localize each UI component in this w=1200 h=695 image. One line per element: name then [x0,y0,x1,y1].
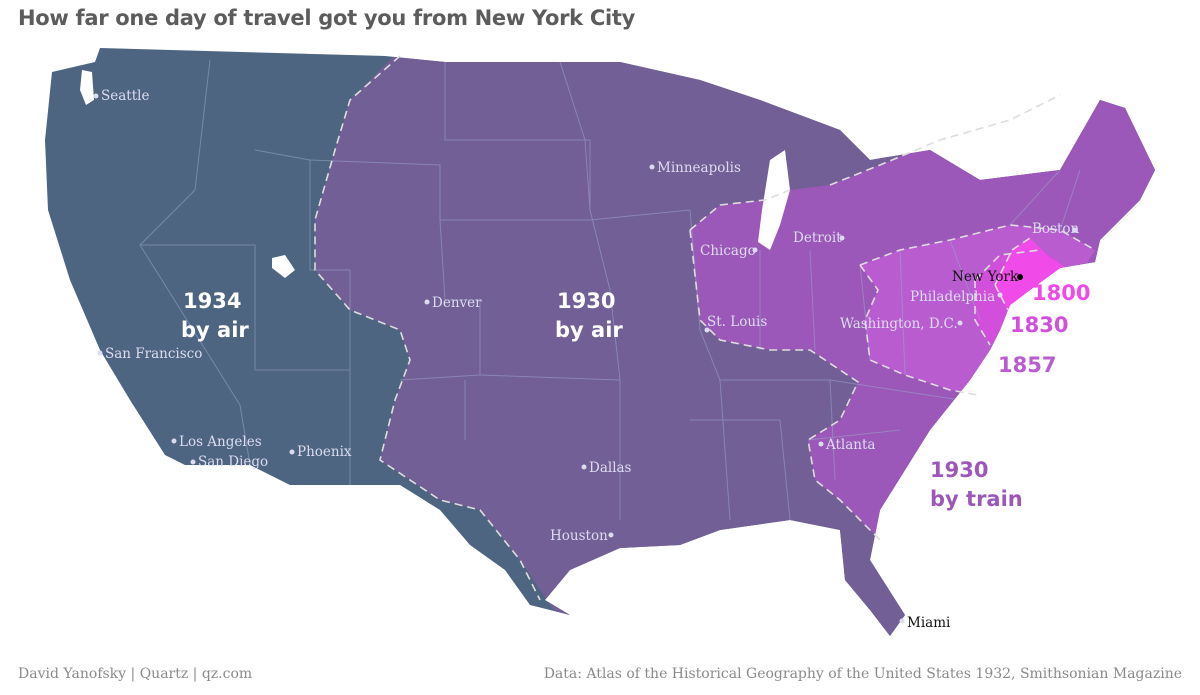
city-boston: Boston [1032,221,1080,237]
city-dallas: Dallas [589,460,632,476]
city-houston: Houston [550,528,608,544]
zone-boundaries [314,55,1096,601]
map-title: How far one day of travel got you from N… [18,6,635,30]
zone-1800 [995,238,1070,310]
footer-source: Data: Atlas of the Historical Geography … [543,666,1182,682]
label-1830: 1830 [1010,313,1068,337]
city-new-york: New York [952,269,1019,285]
lake-michigan [758,150,790,250]
city-minneapolis: Minneapolis [657,160,741,176]
state-borders [139,59,1081,521]
city-seattle: Seattle [101,88,149,104]
city-los-angeles: Los Angeles [179,434,262,450]
label-1930-train-line2: by train [930,487,1023,511]
label-1857: 1857 [998,353,1056,377]
city-san-francisco: San Francisco [105,346,202,362]
puget-sound [80,70,94,105]
city-washington: Washington, D.C. [840,316,958,332]
great-salt-lake [272,255,295,278]
label-1930-train-line1: 1930 [930,458,988,482]
city-denver: Denver [432,295,482,311]
city-detroit: Detroit [793,230,842,246]
label-1934-line2: by air [181,318,249,342]
label-1934-line1: 1934 [183,289,241,313]
label-1800: 1800 [1032,281,1090,305]
city-miami: Miami [907,615,951,631]
label-1930-air-line2: by air [555,318,623,342]
city-atlanta: Atlanta [825,437,875,453]
city-phoenix: Phoenix [297,444,352,460]
city-dots [93,93,1078,624]
footer-credit: David Yanofsky | Quartz | qz.com [18,666,253,682]
city-st-louis: St. Louis [707,314,767,330]
city-san-diego: San Diego [198,454,268,470]
label-1930-air-line1: 1930 [557,289,615,313]
new-york-dot [1017,274,1023,280]
city-chicago: Chicago [700,243,756,259]
city-philadelphia: Philadelphia [910,289,995,305]
